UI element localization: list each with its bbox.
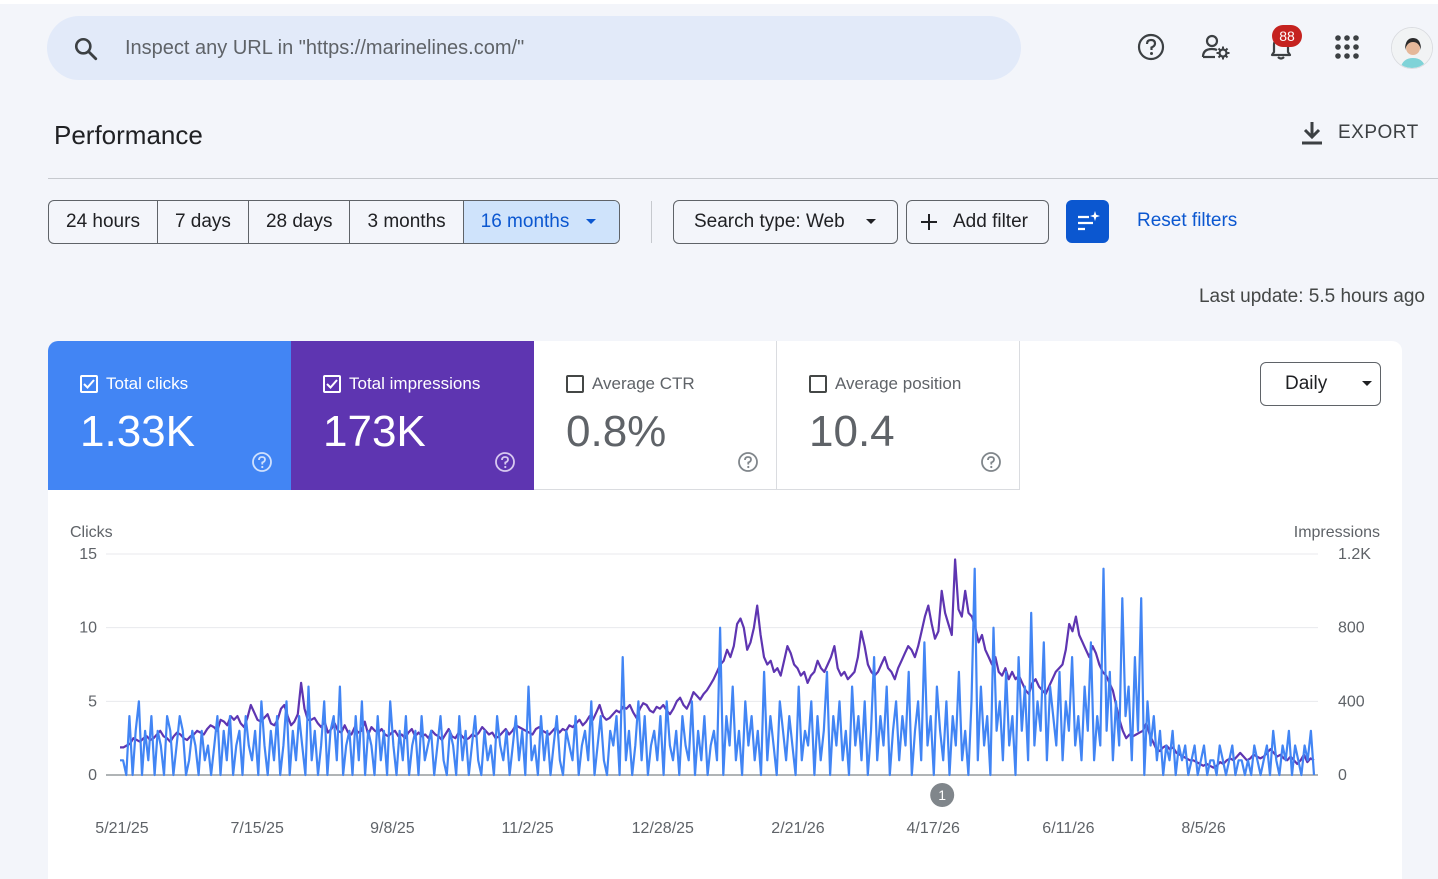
x-tick-label: 7/15/25	[231, 820, 284, 837]
checkbox-unchecked-icon[interactable]	[809, 375, 827, 393]
caret-down-icon	[865, 219, 876, 224]
date-range-selector[interactable]: 24 hours 7 days 28 days 3 months 16 mont…	[48, 200, 621, 244]
header-divider	[48, 178, 1438, 179]
filter-divider	[651, 201, 652, 243]
granularity-label: Daily	[1285, 373, 1328, 394]
url-inspect-input[interactable]	[125, 16, 985, 80]
range-3-months[interactable]: 3 months	[350, 201, 464, 243]
series-line-total-impressions[interactable]	[120, 558, 1315, 769]
x-tick-label: 4/17/26	[907, 820, 960, 837]
search-type-label: Search type: Web	[694, 211, 845, 232]
metric-value: 1.33K	[80, 407, 195, 456]
caret-down-icon	[1362, 381, 1373, 386]
caret-down-icon	[586, 219, 597, 224]
right-tick-label: 0	[1338, 767, 1347, 784]
annotation-marker[interactable]	[930, 783, 955, 807]
plus-icon	[921, 214, 937, 230]
last-update-text: Last update: 5.5 hours ago	[1198, 286, 1425, 307]
metric-label: Total clicks	[106, 374, 189, 393]
range-label: 16 months	[480, 211, 570, 232]
left-tick-label: 10	[79, 620, 97, 637]
notification-count-badge: 88	[1272, 25, 1302, 47]
manage-users-icon[interactable]	[1199, 30, 1233, 64]
apps-grid-icon[interactable]	[1330, 30, 1364, 64]
search-icon[interactable]	[73, 36, 99, 62]
help-icon[interactable]	[1134, 30, 1168, 64]
x-tick-label: 2/21/26	[771, 820, 824, 837]
checkbox-checked-icon[interactable]	[80, 375, 98, 393]
left-tick-label: 15	[79, 546, 97, 563]
granularity-dropdown[interactable]: Daily	[1260, 362, 1381, 406]
right-tick-label: 400	[1338, 693, 1365, 710]
download-icon	[1302, 122, 1322, 145]
range-label: 3 months	[367, 211, 446, 232]
annotation-label: 1	[938, 787, 946, 803]
metric-label: Average position	[835, 374, 962, 393]
range-label: 28 days	[265, 211, 333, 232]
x-tick-label: 12/28/25	[632, 820, 694, 837]
left-axis-label: Clicks	[70, 524, 113, 541]
range-label: 24 hours	[66, 211, 140, 232]
right-tick-label: 1.2K	[1338, 546, 1371, 563]
metric-value: 0.8%	[566, 407, 667, 456]
x-tick-label: 6/11/26	[1042, 820, 1094, 837]
checkbox-unchecked-icon[interactable]	[566, 375, 584, 393]
range-24-hours[interactable]: 24 hours	[49, 201, 158, 243]
series-line-total-clicks[interactable]	[120, 567, 1316, 777]
left-tick-label: 5	[88, 693, 97, 710]
x-tick-label: 8/5/26	[1181, 820, 1226, 837]
metric-label: Total impressions	[349, 374, 481, 393]
page-title: Performance	[54, 120, 203, 150]
range-16-months[interactable]: 16 months	[463, 201, 620, 243]
metric-value: 173K	[323, 407, 426, 456]
right-axis-label: Impressions	[1294, 524, 1380, 541]
add-filter-button[interactable]: Add filter	[906, 200, 1049, 244]
performance-card: Total clicks 1.33K Total impressions 173…	[48, 341, 1402, 879]
range-7-days[interactable]: 7 days	[158, 201, 249, 243]
add-filter-label: Add filter	[953, 211, 1028, 232]
metric-total-impressions[interactable]: Total impressions 173K	[291, 341, 534, 490]
avatar[interactable]	[1391, 27, 1433, 69]
top-edge	[0, 0, 1438, 4]
x-tick-label: 9/8/25	[370, 820, 415, 837]
left-tick-label: 0	[88, 767, 97, 784]
range-28-days[interactable]: 28 days	[249, 201, 351, 243]
metric-average-position[interactable]: Average position 10.4	[777, 341, 1020, 490]
filter-options-button[interactable]	[1066, 200, 1109, 243]
metric-total-clicks[interactable]: Total clicks 1.33K	[48, 341, 291, 490]
checkbox-checked-icon[interactable]	[323, 375, 341, 393]
filter-sparkle-icon	[1077, 210, 1100, 230]
export-label: EXPORT	[1338, 122, 1419, 143]
export-button[interactable]: EXPORT	[1300, 120, 1419, 146]
right-tick-label: 800	[1338, 620, 1365, 637]
help-icon[interactable]	[980, 451, 1002, 473]
help-icon[interactable]	[251, 451, 273, 473]
metric-value: 10.4	[809, 407, 895, 456]
help-icon[interactable]	[737, 451, 759, 473]
x-tick-label: 11/2/25	[501, 820, 553, 837]
reset-filters-link[interactable]: Reset filters	[1137, 210, 1238, 231]
x-tick-label: 5/21/25	[95, 820, 148, 837]
metric-average-ctr[interactable]: Average CTR 0.8%	[534, 341, 777, 490]
help-icon[interactable]	[494, 451, 516, 473]
search-type-dropdown[interactable]: Search type: Web	[673, 200, 898, 244]
metric-label: Average CTR	[592, 374, 695, 393]
performance-chart: Clicks Impressions 0 0 5 400 10 800 15 1.2K 5/21/2…	[70, 524, 1380, 837]
range-label: 7 days	[174, 211, 231, 232]
url-inspect-search-bar[interactable]	[47, 16, 1021, 80]
